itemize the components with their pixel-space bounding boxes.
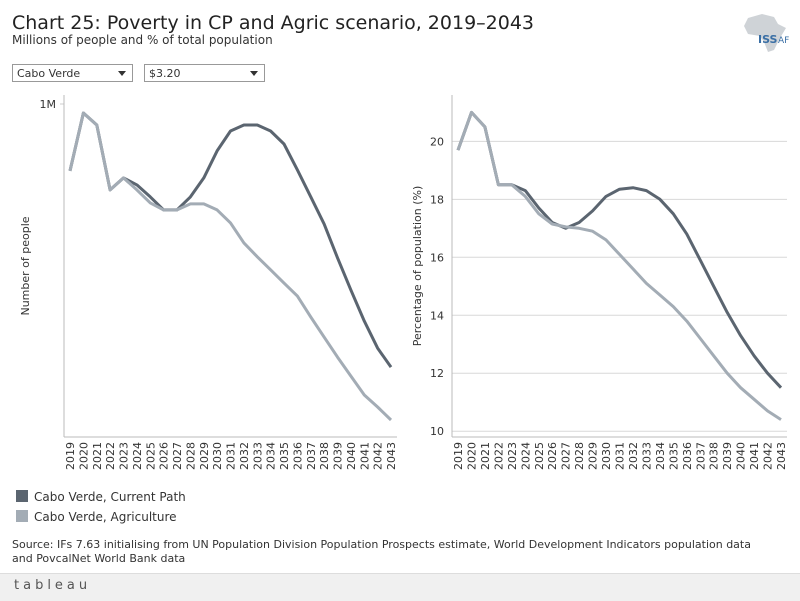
legend-item: Cabo Verde, Agriculture <box>16 510 177 524</box>
x-tick-label: 2020 <box>77 442 90 470</box>
logo-map <box>744 14 786 52</box>
x-tick-label: 2040 <box>345 442 358 470</box>
x-tick-label: 2034 <box>265 442 278 470</box>
x-tick-label: 2037 <box>694 442 707 470</box>
series-line: Cabo Verde, Agriculture <box>456 110 782 421</box>
x-tick-label: 2040 <box>735 442 748 470</box>
x-tick-label: 2021 <box>91 442 104 470</box>
x-tick-label: 2020 <box>465 442 478 470</box>
x-tick-label: 2027 <box>171 442 184 470</box>
x-tick-label: 2023 <box>506 442 519 470</box>
x-tick-label: 2039 <box>332 442 345 470</box>
x-tick-label: 2036 <box>291 442 304 470</box>
x-tick-label: 2028 <box>184 442 197 470</box>
x-tick-label: 2039 <box>721 442 734 470</box>
series-line: Cabo Verde, Current Path <box>68 111 393 368</box>
x-tick-label: 2028 <box>573 442 586 470</box>
x-tick-label: 2030 <box>600 442 613 470</box>
legend-label: Cabo Verde, Current Path <box>34 490 186 504</box>
x-tick-label: 2043 <box>775 442 788 470</box>
y-tick-label: 10 <box>430 425 444 438</box>
x-tick-label: 2038 <box>318 442 331 470</box>
x-tick-label: 2041 <box>358 442 371 470</box>
x-tick-label: 2042 <box>762 442 775 470</box>
logo: ISS AF <box>744 14 789 52</box>
x-tick-label: 2024 <box>519 442 532 470</box>
x-tick-label: 2029 <box>587 442 600 470</box>
series-line: Cabo Verde, Agriculture <box>68 111 393 422</box>
x-tick-label: 2029 <box>198 442 211 470</box>
x-tick-label: 2026 <box>158 442 171 470</box>
y-axis-title: Percentage of population (%) <box>411 186 424 347</box>
y-tick-label: 12 <box>430 367 444 380</box>
x-tick-label: 2037 <box>305 442 318 470</box>
x-tick-label: 2019 <box>452 442 465 470</box>
y-tick-label: 16 <box>430 251 444 264</box>
x-tick-label: 2022 <box>104 442 117 470</box>
y-tick-label: 14 <box>430 309 444 322</box>
threshold-dropdown[interactable]: $3.20 <box>144 64 265 82</box>
x-tick-label: 2034 <box>654 442 667 470</box>
x-tick-label: 2022 <box>492 442 505 470</box>
source: Source: IFs 7.63 initialising from UN Po… <box>12 538 751 562</box>
legend-label: Cabo Verde, Agriculture <box>34 510 177 524</box>
x-tick-label: 2043 <box>385 442 398 470</box>
x-tick-label: 2024 <box>131 442 144 470</box>
y-tick-label: 1M <box>40 98 57 111</box>
x-tick-label: 2019 <box>64 442 77 470</box>
x-tick-label: 2030 <box>211 442 224 470</box>
x-tick-label: 2035 <box>278 442 291 470</box>
brand: tableau <box>14 578 92 593</box>
x-tick-label: 2021 <box>479 442 492 470</box>
x-tick-label: 2031 <box>225 442 238 470</box>
x-tick-label: 2033 <box>640 442 653 470</box>
x-tick-label: 2041 <box>748 442 761 470</box>
country-dropdown[interactable]: Cabo Verde <box>12 64 133 82</box>
legend-swatch <box>16 510 28 522</box>
x-tick-label: 2042 <box>372 442 385 470</box>
footer: tableau <box>0 573 800 601</box>
x-tick-label: 2033 <box>251 442 264 470</box>
x-tick-label: 2038 <box>708 442 721 470</box>
y-axis-title: Number of people <box>19 216 32 315</box>
x-tick-label: 2026 <box>546 442 559 470</box>
subtitle: Millions of people and % of total popula… <box>12 33 273 47</box>
y-tick-label: 20 <box>430 135 444 148</box>
x-tick-label: 2027 <box>560 442 573 470</box>
x-tick-label: 2023 <box>118 442 131 470</box>
title: Chart 25: Poverty in CP and Agric scenar… <box>12 12 535 34</box>
series-line: Cabo Verde, Current Path <box>456 110 783 389</box>
x-tick-label: 2032 <box>238 442 251 470</box>
x-tick-label: 2036 <box>681 442 694 470</box>
y-tick-label: 18 <box>430 193 444 206</box>
logo-text: AF <box>778 36 789 46</box>
x-tick-label: 2032 <box>627 442 640 470</box>
legend-swatch <box>16 490 28 502</box>
x-tick-label: 2025 <box>533 442 546 470</box>
x-tick-label: 2035 <box>667 442 680 470</box>
x-tick-label: 2025 <box>144 442 157 470</box>
legend-item: Cabo Verde, Current Path <box>16 490 186 504</box>
logo-text: ISS <box>758 33 778 46</box>
x-tick-label: 2031 <box>614 442 627 470</box>
